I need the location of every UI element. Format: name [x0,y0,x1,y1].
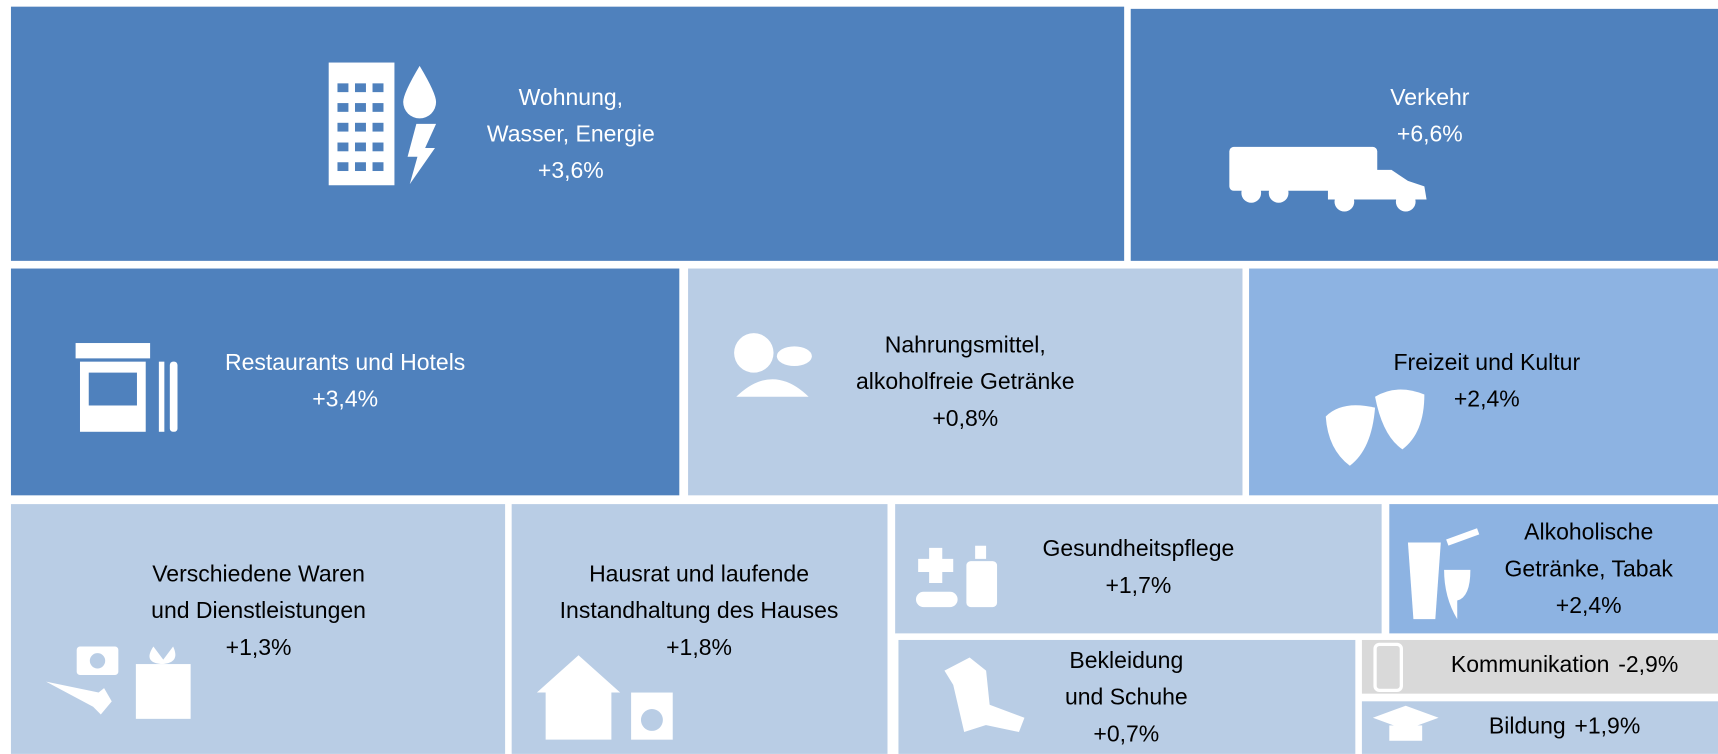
tile-label: Instandhaltung des Hauses [560,597,839,623]
tile-label: Freizeit und Kultur [1393,349,1580,375]
tile-label: Bekleidung [1069,647,1183,673]
tile-change: +3,6% [538,157,604,183]
tile-change: +0,7% [1093,720,1159,746]
tile-label: Restaurants und Hotels [225,349,465,375]
tile-label: Wohnung, [519,84,623,110]
tile-change: +1,9% [1574,713,1640,739]
tile-label: Wasser, Energie [487,120,655,146]
tile-change: +0,8% [932,405,998,431]
tile-label: Alkoholische [1524,519,1653,545]
tile-label: Verkehr [1390,84,1470,110]
tile [10,6,1125,261]
tile [1249,268,1718,496]
tile-label: Getränke, Tabak [1505,555,1674,581]
tile-change: +1,3% [226,634,292,660]
tile-change: +6,6% [1397,120,1463,146]
tile-label: Bildung [1489,713,1566,739]
tile-change: -2,9% [1618,651,1678,677]
tile [10,504,506,754]
tile [1361,639,1718,694]
tile-text: Kommunikation -2,9% [1451,651,1678,677]
tile-label: und Schuhe [1065,684,1188,710]
tile-text: Bildung +1,9% [1489,713,1640,739]
tile-label: Nahrungsmittel, [885,331,1046,357]
tile-label: Gesundheitspflege [1042,535,1234,561]
tile [1130,8,1718,261]
icons [46,62,1480,741]
tile-label: Hausrat und laufende [589,560,809,586]
tile-change: +1,7% [1105,572,1171,598]
tile-change: +1,8% [666,634,732,660]
tile-change: +2,4% [1556,592,1622,618]
tile-label: Kommunikation [1451,651,1610,677]
tile-label: und Dienstleistungen [151,597,366,623]
tile [1389,504,1718,634]
tile-change: +2,4% [1454,386,1520,412]
tile-label: alkoholfreie Getränke [856,368,1075,394]
tile-change: +3,4% [312,386,378,412]
tile-label: Verschiedene Waren [152,560,365,586]
